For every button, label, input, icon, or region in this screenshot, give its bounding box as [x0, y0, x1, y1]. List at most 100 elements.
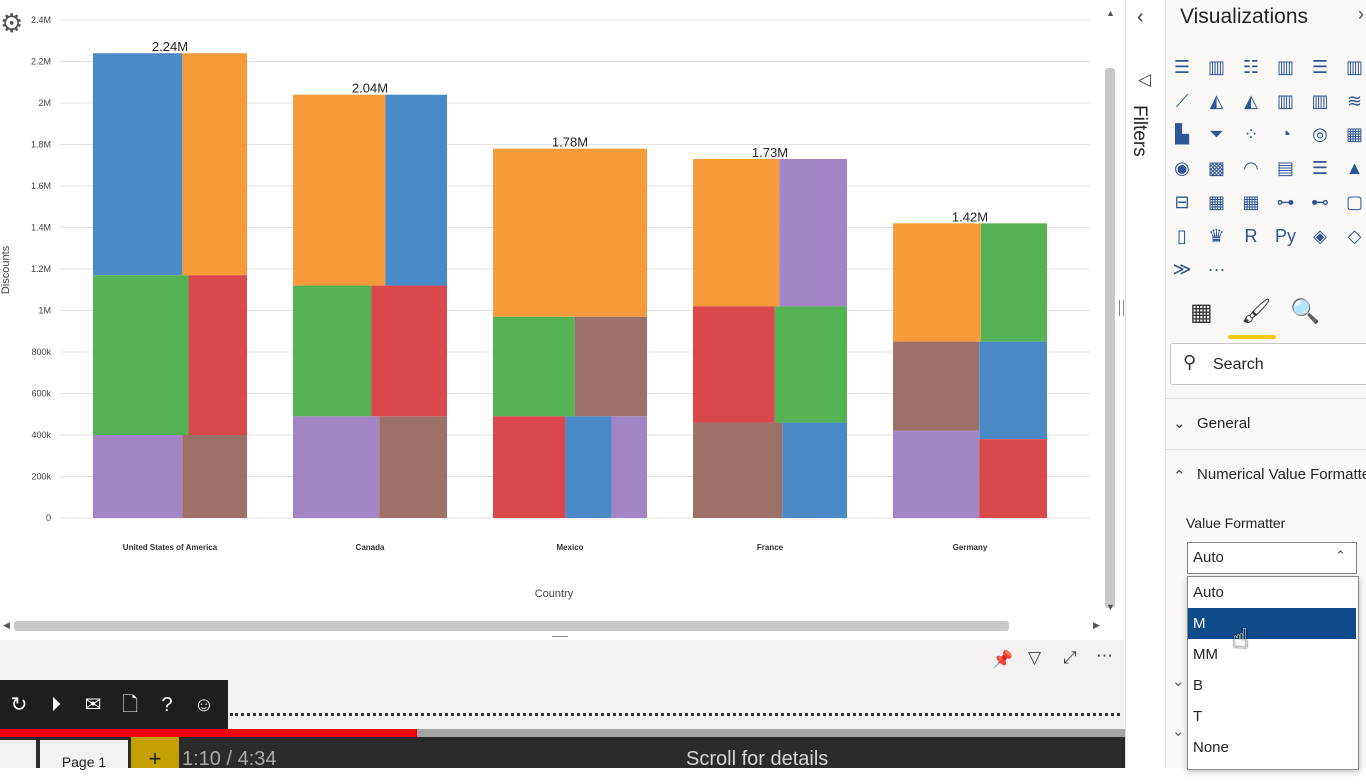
card-icon[interactable]: ▤ [1273, 155, 1299, 181]
resize-handle-side[interactable] [1119, 300, 1124, 316]
focus-mode-icon[interactable]: ⤢ [1063, 648, 1077, 668]
bar-segment[interactable] [93, 53, 182, 275]
area-icon[interactable]: ◭ [1204, 88, 1230, 114]
pie-icon[interactable]: ◔ [1273, 121, 1299, 147]
help-icon[interactable]: ? [154, 692, 180, 718]
chevron-down-icon[interactable]: ⌄ [1173, 414, 1186, 432]
scatter-icon[interactable]: ⁘ [1238, 121, 1264, 147]
horizontal-scroll-thumb[interactable] [14, 621, 1009, 631]
bar-segment[interactable] [379, 416, 447, 518]
map-icon[interactable]: ◉ [1169, 155, 1195, 181]
python-visual-icon[interactable]: Py [1273, 223, 1299, 249]
chevron-up-icon[interactable]: ⌃ [1335, 548, 1346, 564]
bar-segment[interactable] [575, 317, 647, 417]
slicer-icon[interactable]: ⊟ [1169, 189, 1195, 215]
gauge-icon[interactable]: ◠ [1238, 155, 1264, 181]
dropdown-option[interactable]: T [1188, 701, 1356, 732]
bar-segment[interactable] [693, 159, 779, 306]
bar-segment[interactable] [188, 275, 247, 435]
chevron-up-icon[interactable]: ⌃ [1173, 467, 1186, 485]
scroll-up-icon[interactable]: ▲ [1106, 8, 1115, 18]
scroll-right-icon[interactable]: ▶ [1093, 620, 1100, 631]
analytics-magnifier-icon[interactable]: 🔍 [1290, 297, 1320, 326]
decomposition-tree-icon[interactable]: ⊷ [1307, 189, 1333, 215]
dropdown-option[interactable]: Auto [1188, 577, 1356, 608]
power-automate-icon[interactable]: ≫ [1169, 256, 1195, 282]
dropdown-option[interactable]: None [1188, 732, 1356, 763]
paginated-report-icon[interactable]: ▯ [1169, 223, 1195, 249]
bar-segment[interactable] [893, 342, 979, 431]
bar-segment[interactable] [293, 95, 385, 286]
donut-icon[interactable]: ◎ [1307, 121, 1333, 147]
treemap-icon[interactable]: ▦ [1342, 121, 1366, 147]
bar-segment[interactable] [779, 159, 847, 306]
vertical-scroll-thumb[interactable] [1105, 68, 1115, 608]
bar-segment[interactable] [93, 435, 182, 518]
bar-segment[interactable] [612, 416, 647, 518]
scroll-down-icon[interactable]: ▼ [1106, 602, 1115, 612]
clustered-bar-icon[interactable]: ☷ [1238, 54, 1264, 80]
dropdown-option[interactable]: B [1188, 670, 1356, 701]
bar-segment[interactable] [182, 435, 247, 518]
play-icon[interactable]: ⏵ [43, 692, 69, 718]
section-general-label[interactable]: General [1197, 415, 1366, 432]
bar-segment[interactable] [93, 275, 188, 435]
bar-segment[interactable] [775, 306, 847, 422]
comment-icon[interactable]: ✉ [80, 692, 106, 718]
bar-segment[interactable] [693, 423, 782, 518]
scroll-left-icon[interactable]: ◀ [3, 620, 10, 631]
key-influencers-icon[interactable]: ⊶ [1273, 189, 1299, 215]
stacked-column-icon[interactable]: ▥ [1204, 54, 1230, 80]
line-clustered-column-icon[interactable]: ▥ [1273, 88, 1299, 114]
bar-segment[interactable] [182, 53, 247, 275]
qa-icon[interactable]: ▢ [1342, 189, 1366, 215]
video-progress-fill[interactable] [0, 729, 417, 737]
bar-segment[interactable] [893, 431, 979, 518]
format-paint-roller-icon[interactable]: 🖌 [1241, 297, 1271, 326]
bar-segment[interactable] [979, 439, 1047, 518]
horizontal-scrollbar[interactable]: ◀ ▶ [0, 618, 1110, 634]
add-page-button[interactable]: + [131, 737, 179, 768]
stacked-area-icon[interactable]: ◭ [1238, 88, 1264, 114]
fields-tab-icon[interactable]: ▦ [1190, 298, 1213, 327]
matrix-icon[interactable]: ▦ [1238, 189, 1264, 215]
collapse-chevron-icon[interactable]: ‹ [1137, 6, 1144, 29]
bar-segment[interactable] [493, 416, 565, 518]
section-numerical-label[interactable]: Numerical Value Formatter [1197, 466, 1366, 483]
collapsed-chevron-icon-2[interactable]: ⌄ [1172, 722, 1185, 740]
filters-label[interactable]: Filters [1128, 105, 1150, 157]
filter-icon[interactable]: ▽ [1028, 648, 1041, 668]
document-icon[interactable]: 🗋 [117, 692, 143, 718]
bar-segment[interactable] [693, 306, 775, 422]
funnel-icon[interactable]: ⏷ [1204, 121, 1230, 147]
refresh-icon[interactable]: ↻ [6, 692, 32, 718]
format-search-input[interactable] [1170, 343, 1366, 385]
diamond-icon[interactable]: ◇ [1342, 223, 1366, 249]
bar-segment[interactable] [979, 342, 1047, 440]
pin-icon[interactable]: 📌 [992, 650, 1013, 670]
page-tab[interactable]: Page 1 [40, 740, 128, 768]
bar-segment[interactable] [493, 317, 575, 417]
bar-segment[interactable] [981, 223, 1047, 341]
line-icon[interactable]: ⟋ [1169, 88, 1195, 114]
feedback-smiley-icon[interactable]: ☺ [191, 692, 217, 718]
bar-segment[interactable] [782, 423, 847, 518]
dropdown-option[interactable]: M [1188, 608, 1356, 639]
dropdown-option[interactable]: MM [1188, 639, 1356, 670]
100-stacked-bar-icon[interactable]: ☰ [1307, 54, 1333, 80]
gear-icon[interactable]: ⚙ [0, 8, 23, 39]
waterfall-icon[interactable]: ▙ [1169, 121, 1195, 147]
bar-segment[interactable] [372, 286, 447, 417]
power-apps-icon[interactable]: ◈ [1307, 223, 1333, 249]
filled-map-icon[interactable]: ▩ [1204, 155, 1230, 181]
trophy-icon[interactable]: ♛ [1204, 223, 1230, 249]
stacked-bar-icon[interactable]: ☰ [1169, 54, 1195, 80]
multi-row-card-icon[interactable]: ☰ [1307, 155, 1333, 181]
table-icon[interactable]: ▦ [1204, 189, 1230, 215]
more-icon[interactable]: ··· [1204, 256, 1230, 282]
page-nav-prev[interactable] [0, 740, 36, 768]
clustered-column-icon[interactable]: ▥ [1273, 54, 1299, 80]
bar-segment[interactable] [293, 416, 379, 518]
bar-segment[interactable] [893, 223, 981, 341]
bar-segment[interactable] [293, 286, 372, 417]
